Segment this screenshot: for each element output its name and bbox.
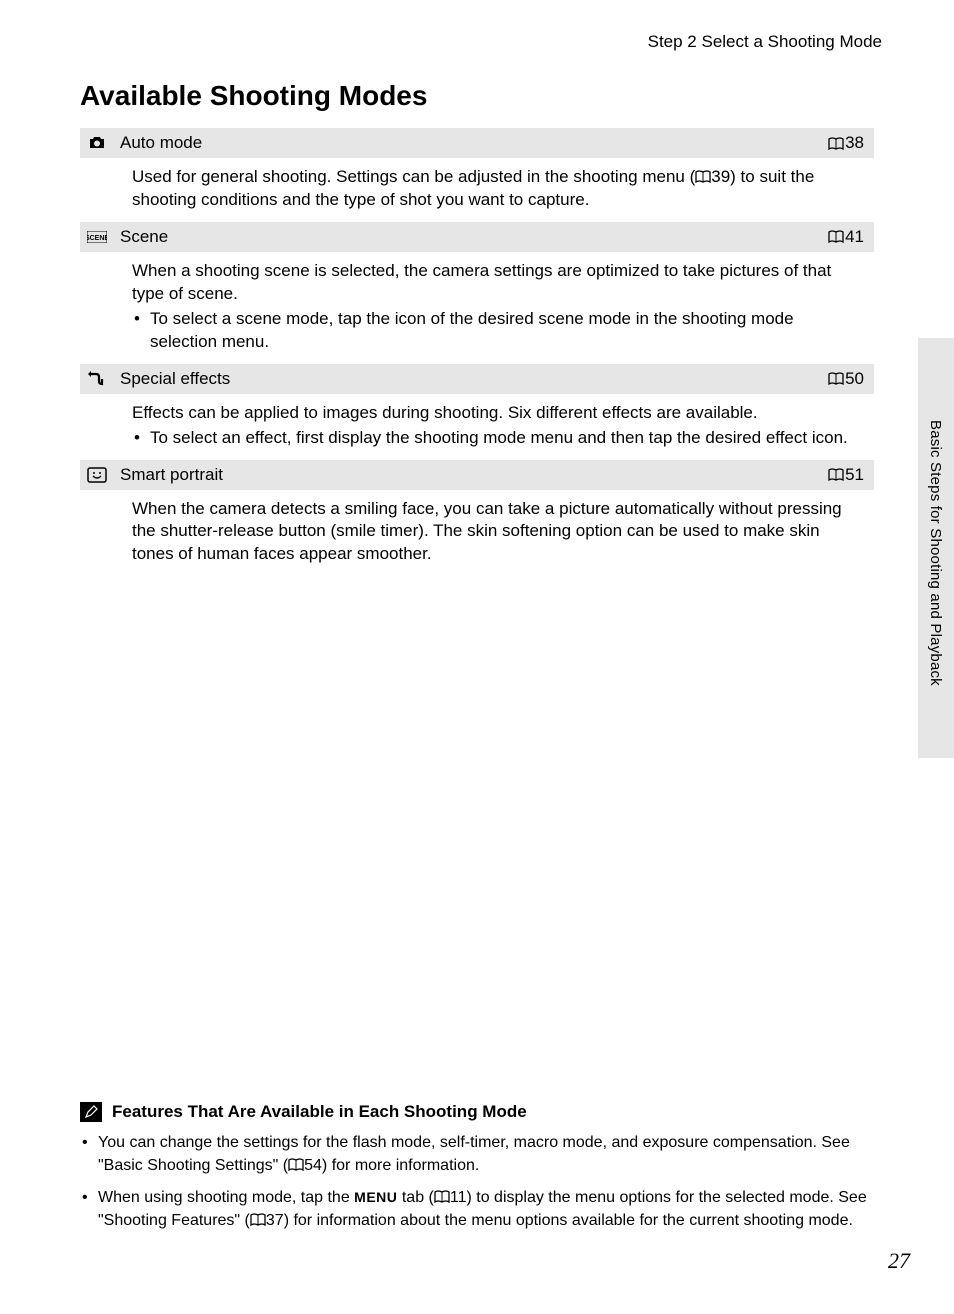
page-ref-number: 38: [845, 133, 864, 153]
camera-icon: [86, 136, 108, 150]
feature-item: You can change the settings for the flas…: [80, 1132, 874, 1177]
effects-icon: [86, 371, 108, 387]
feature-ref: 11: [450, 1189, 467, 1206]
mode-desc-scene: When a shooting scene is selected, the c…: [80, 252, 874, 364]
mode-title: Auto mode: [120, 133, 828, 153]
feature-text: ) for information about the menu options…: [284, 1212, 853, 1229]
side-label: Basic Steps for Shooting and Playback: [927, 420, 944, 686]
desc-text: Effects can be applied to images during …: [132, 403, 758, 422]
desc-text: Used for general shooting. Settings can …: [132, 167, 695, 186]
page-ref-number: 41: [845, 227, 864, 247]
mode-header-auto: Auto mode 38: [80, 128, 874, 158]
book-icon: [695, 170, 711, 183]
breadcrumb: Step 2 Select a Shooting Mode: [80, 32, 882, 52]
mode-header-effects: Special effects 50: [80, 364, 874, 394]
svg-text:SCENE: SCENE: [87, 235, 107, 242]
page-ref-number: 51: [845, 465, 864, 485]
features-heading: Features That Are Available in Each Shoo…: [80, 1102, 874, 1122]
features-section: Features That Are Available in Each Shoo…: [80, 1102, 874, 1242]
mode-header-portrait: Smart portrait 51: [80, 460, 874, 490]
page-ref-number: 50: [845, 369, 864, 389]
feature-text: tab (: [397, 1189, 433, 1206]
mode-desc-effects: Effects can be applied to images during …: [80, 394, 874, 460]
feature-ref: 54: [304, 1157, 322, 1174]
book-icon: [828, 468, 844, 481]
page-ref: 50: [828, 369, 864, 389]
book-icon: [828, 137, 844, 150]
desc-text: When the camera detects a smiling face, …: [132, 499, 842, 564]
mode-title: Special effects: [120, 369, 828, 389]
mode-title: Smart portrait: [120, 465, 828, 485]
pencil-icon: [80, 1102, 102, 1122]
book-icon: [434, 1190, 450, 1203]
feature-text: When using shooting mode, tap the: [98, 1189, 354, 1206]
feature-ref: 37: [266, 1212, 284, 1229]
book-icon: [828, 230, 844, 243]
mode-bullet: To select an effect, first display the s…: [132, 427, 864, 450]
desc-text: When a shooting scene is selected, the c…: [132, 261, 831, 303]
book-icon: [250, 1213, 266, 1226]
feature-item: When using shooting mode, tap the MENU t…: [80, 1187, 874, 1232]
page-ref: 38: [828, 133, 864, 153]
mode-bullet: To select a scene mode, tap the icon of …: [132, 308, 864, 354]
page-ref: 51: [828, 465, 864, 485]
smile-icon: [86, 467, 108, 483]
book-icon: [288, 1158, 304, 1171]
feature-text: ) for more information.: [322, 1157, 479, 1174]
mode-desc-portrait: When the camera detects a smiling face, …: [80, 490, 874, 577]
page-title: Available Shooting Modes: [80, 80, 874, 112]
menu-label: MENU: [354, 1189, 397, 1205]
page-number: 27: [888, 1248, 910, 1274]
book-icon: [828, 372, 844, 385]
features-title: Features That Are Available in Each Shoo…: [112, 1102, 527, 1122]
page-ref: 41: [828, 227, 864, 247]
mode-title: Scene: [120, 227, 828, 247]
mode-desc-auto: Used for general shooting. Settings can …: [80, 158, 874, 222]
desc-ref: 39: [711, 167, 730, 186]
mode-header-scene: SCENE Scene 41: [80, 222, 874, 252]
scene-icon: SCENE: [86, 231, 108, 243]
